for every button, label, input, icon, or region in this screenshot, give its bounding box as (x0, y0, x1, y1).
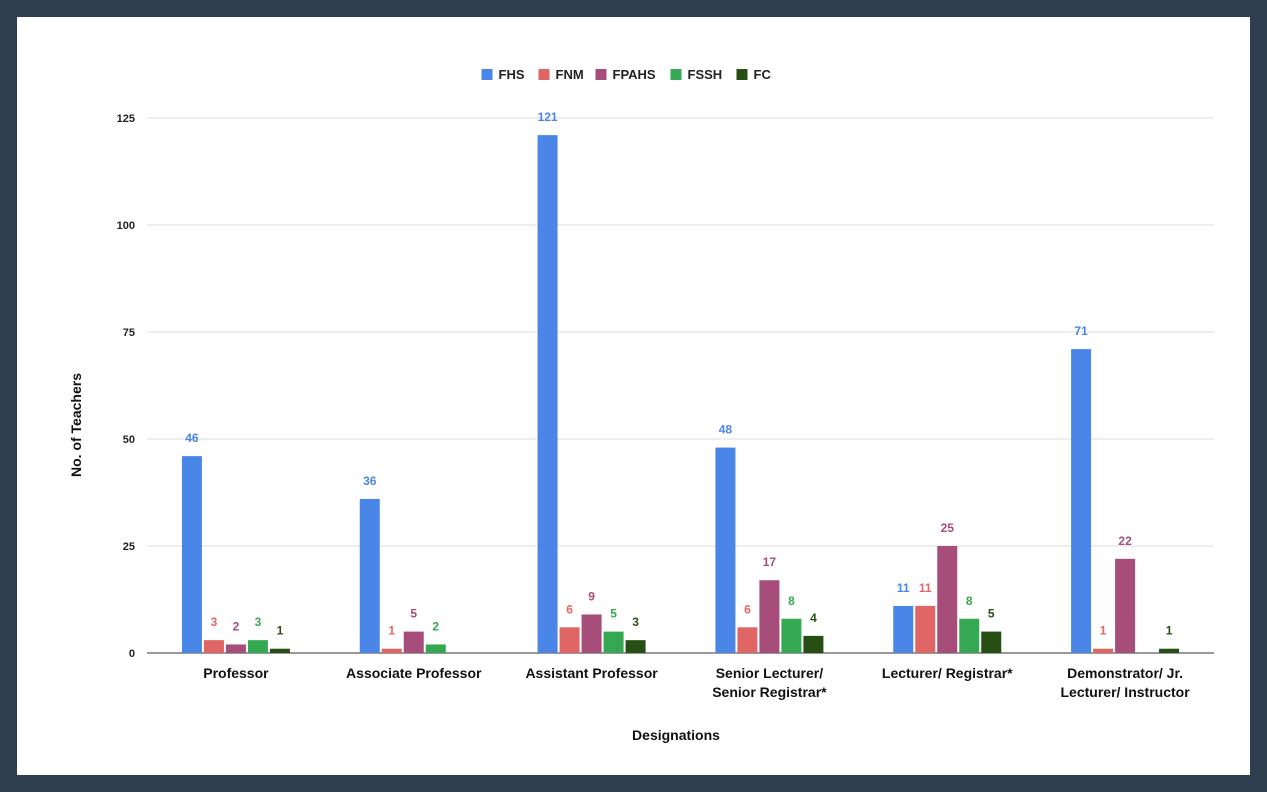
data-label: 1 (1100, 624, 1107, 638)
data-label: 5 (988, 607, 995, 621)
bar-fssh-3 (781, 618, 802, 653)
x-axis-categories: Professor Associate Professor Assistant Pr… (203, 665, 1190, 700)
x-category-label: Associate Professor (346, 665, 482, 681)
data-label: 17 (763, 555, 777, 569)
legend-swatch-fpahs (595, 69, 607, 80)
legend-swatch-fnm (538, 69, 550, 80)
legend-label-fnm: FNM (556, 67, 584, 82)
bar-fhs-1 (359, 498, 380, 653)
legend-label-fc: FC (754, 67, 772, 82)
data-label: 1 (277, 624, 284, 638)
data-label: 46 (185, 431, 199, 445)
x-category-label: Lecturer/ Registrar* (882, 665, 1013, 681)
data-label: 11 (919, 581, 932, 595)
bar-fhs-5 (1071, 349, 1092, 653)
x-axis-title: Designations (632, 727, 720, 743)
data-label: 1 (1166, 624, 1173, 638)
data-label: 3 (211, 615, 218, 629)
data-label: 9 (588, 589, 595, 603)
data-label: 5 (610, 607, 617, 621)
y-tick-label: 25 (123, 541, 135, 553)
y-axis-ticks: 0 25 50 75 100 125 (117, 113, 135, 660)
data-label: 121 (538, 110, 558, 124)
x-category-label: Senior Lecturer/ (716, 665, 823, 681)
bar-fpahs-4 (937, 546, 958, 653)
bar-fc-4 (981, 631, 1002, 653)
bar-fssh-4 (959, 618, 980, 653)
data-label: 22 (1118, 534, 1132, 548)
bar-fpahs-0 (225, 644, 246, 653)
data-label: 25 (941, 521, 955, 535)
bar-fpahs-2 (581, 614, 602, 653)
legend-label-fhs: FHS (499, 67, 525, 82)
bars (181, 135, 1180, 653)
bar-fhs-2 (537, 135, 558, 653)
bar-fnm-0 (203, 640, 224, 653)
data-label: 5 (410, 607, 417, 621)
y-tick-label: 100 (117, 220, 135, 232)
bar-fpahs-5 (1115, 558, 1136, 653)
bar-fssh-1 (425, 644, 446, 653)
bar-fssh-2 (603, 631, 624, 653)
legend-swatch-fhs (481, 69, 493, 80)
data-label: 71 (1074, 324, 1088, 338)
x-category-label: Assistant Professor (525, 665, 658, 681)
legend-label-fssh: FSSH (688, 67, 723, 82)
data-label: 6 (566, 602, 573, 616)
bar-fpahs-1 (403, 631, 424, 653)
chart-frame: 0 25 50 75 100 125 46 3 2 3 1 36 1 5 2 121 6 9 5 3 48 6 17 8 4 1… (17, 17, 1250, 775)
x-category-label: Lecturer/ Instructor (1061, 684, 1191, 700)
data-label: 48 (719, 423, 733, 437)
y-tick-label: 125 (117, 113, 135, 125)
bar-fnm-4 (915, 605, 936, 653)
bar-fssh-0 (247, 640, 268, 653)
bar-fc-2 (625, 640, 646, 653)
bar-fnm-1 (381, 648, 402, 653)
y-tick-label: 0 (129, 648, 135, 660)
data-labels: 46 3 2 3 1 36 1 5 2 121 6 9 5 3 48 6 17 8 4 11 11 25 8 5 71 1 22 1 (185, 110, 1173, 638)
legend-label-fpahs: FPAHS (613, 67, 656, 82)
data-label: 1 (388, 624, 395, 638)
bar-fnm-3 (737, 627, 758, 653)
bar-fc-0 (269, 648, 290, 653)
x-category-label: Professor (203, 665, 269, 681)
data-label: 2 (432, 619, 439, 633)
y-tick-label: 50 (123, 434, 135, 446)
y-axis-title: No. of Teachers (68, 373, 84, 477)
bar-fnm-5 (1093, 648, 1114, 653)
data-label: 4 (810, 611, 817, 625)
data-label: 3 (632, 615, 639, 629)
data-label: 3 (255, 615, 262, 629)
x-category-label: Demonstrator/ Jr. (1067, 665, 1183, 681)
data-label: 36 (363, 474, 377, 488)
y-tick-label: 75 (123, 327, 135, 339)
bar-fc-5 (1159, 648, 1180, 653)
bar-fc-3 (803, 635, 824, 653)
data-label: 6 (744, 602, 751, 616)
x-category-label: Senior Registrar* (712, 684, 827, 700)
gridlines (147, 117, 1214, 654)
data-label: 2 (233, 619, 240, 633)
bar-fhs-3 (715, 447, 736, 653)
bar-fnm-2 (559, 627, 580, 653)
bar-fhs-0 (181, 456, 202, 653)
data-label: 11 (897, 581, 910, 595)
legend-swatch-fssh (670, 69, 682, 80)
legend-swatch-fc (736, 69, 748, 80)
bar-fhs-4 (893, 605, 914, 653)
data-label: 8 (788, 594, 795, 608)
bar-fpahs-3 (759, 580, 780, 653)
data-label: 8 (966, 594, 973, 608)
legend: FHS FNM FPAHS FSSH FC (481, 67, 772, 82)
